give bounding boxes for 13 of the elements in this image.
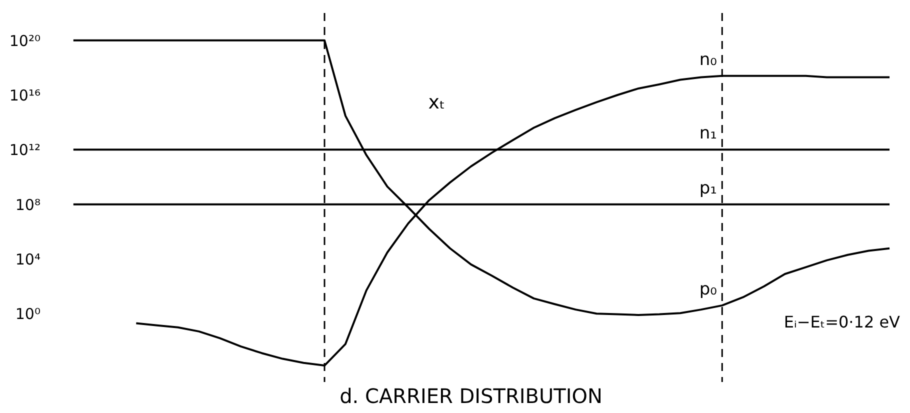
- y-tick-label: 10⁴: [15, 250, 40, 268]
- y-tick-label: 10¹⁶: [9, 86, 40, 104]
- text: d. CARRIER DISTRIBUTION: [340, 384, 602, 408]
- series-label: n₁: [699, 124, 717, 144]
- series-label: p₁: [699, 178, 717, 198]
- series-label: p₀: [699, 279, 718, 300]
- y-tick-label: 10²⁰: [9, 32, 40, 50]
- y-tick-label: 10¹²: [9, 141, 40, 160]
- annotation: Eᵢ−Eₜ=0·12 eV: [784, 312, 900, 332]
- series-label: n₀: [699, 50, 718, 70]
- annotation: xₜ: [428, 92, 446, 114]
- y-tick-label: 10⁸: [15, 196, 40, 214]
- y-tick-label: 10⁰: [15, 305, 40, 324]
